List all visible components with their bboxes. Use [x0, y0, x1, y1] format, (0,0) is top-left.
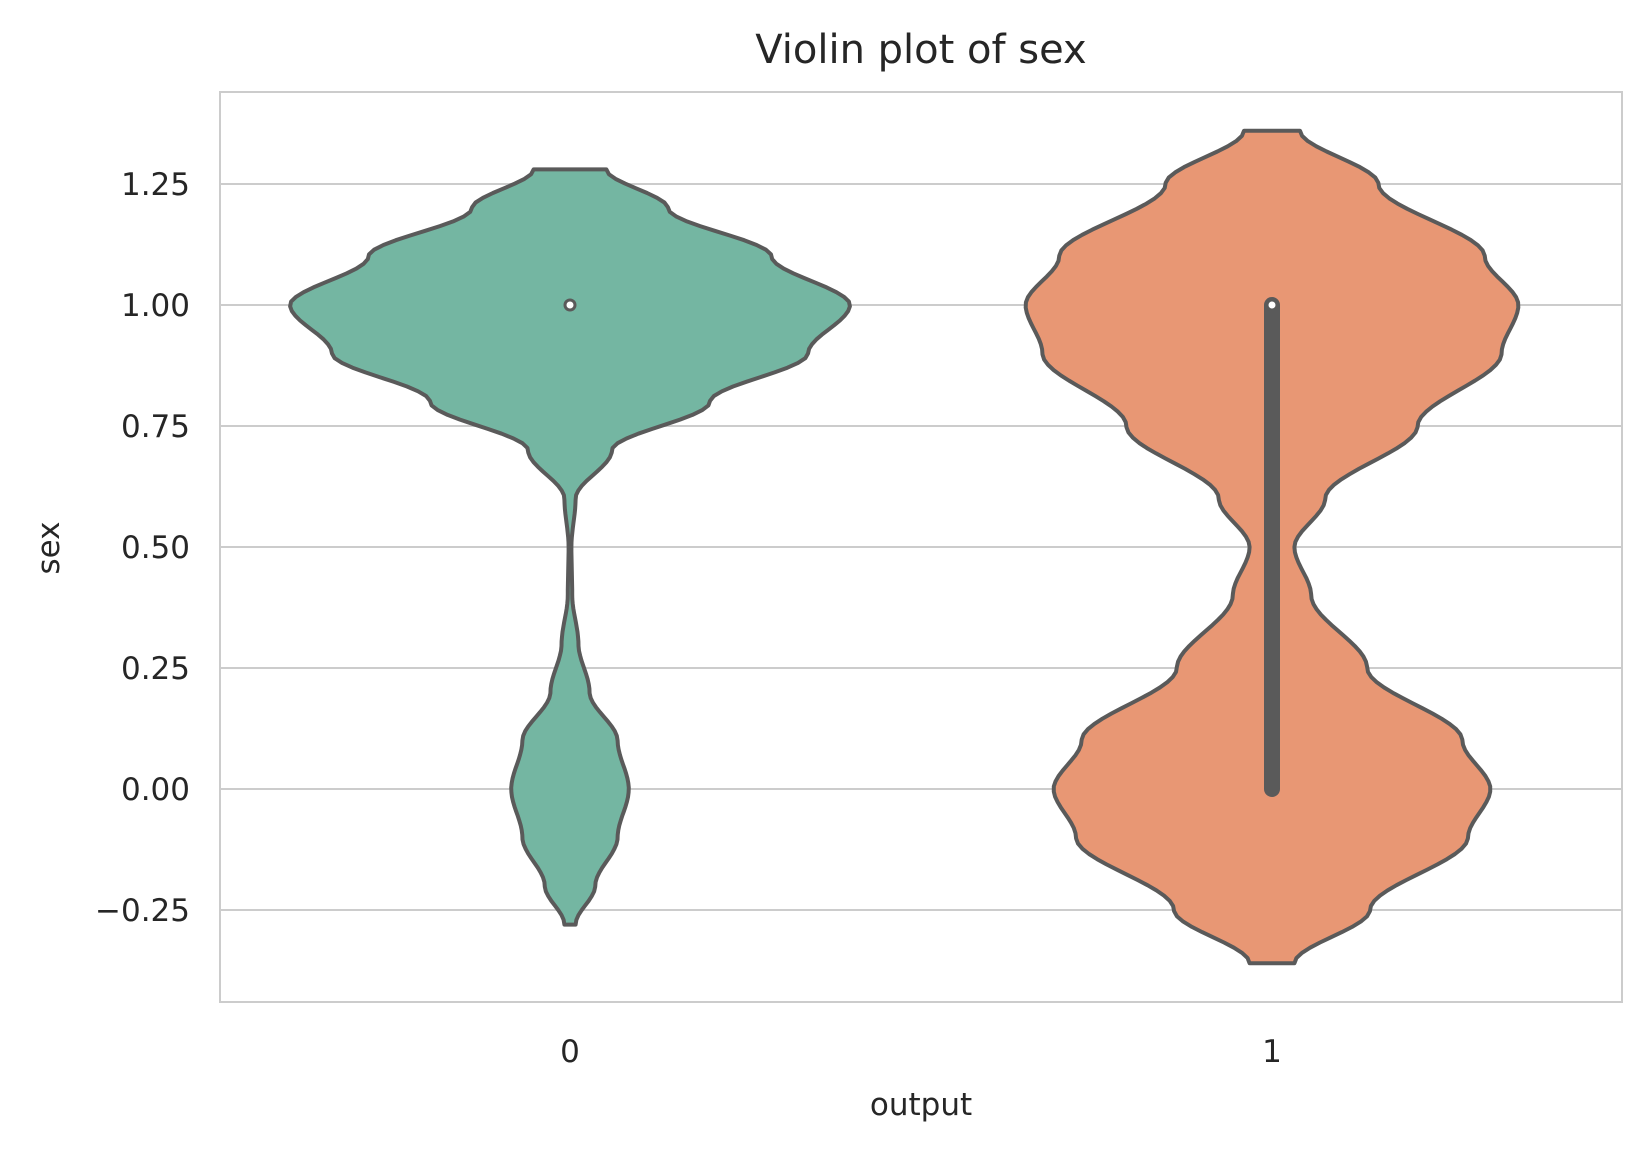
- y-tick-label: 1.25: [121, 167, 190, 203]
- violins: [288, 128, 1521, 966]
- chart-title: Violin plot of sex: [755, 27, 1086, 73]
- y-tick-label: 1.00: [121, 288, 190, 324]
- y-ticks: −0.25 0.00 0.25 0.50 0.75 1.00 1.25: [95, 167, 190, 929]
- y-tick-label: 0.50: [121, 530, 190, 566]
- x-tick-label: 1: [1262, 1034, 1282, 1070]
- y-tick-label: −0.25: [95, 893, 190, 929]
- y-tick-label: 0.25: [121, 651, 190, 687]
- median-marker-0: [563, 298, 577, 312]
- median-marker-1: [1265, 298, 1279, 312]
- y-axis-label: sex: [31, 521, 67, 574]
- x-axis-label: output: [870, 1087, 972, 1123]
- y-tick-label: 0.75: [121, 409, 190, 445]
- x-tick-label: 0: [560, 1034, 580, 1070]
- y-tick-label: 0.00: [121, 772, 190, 808]
- violin-body-0: [288, 167, 852, 927]
- plot-frame: [219, 91, 1623, 1003]
